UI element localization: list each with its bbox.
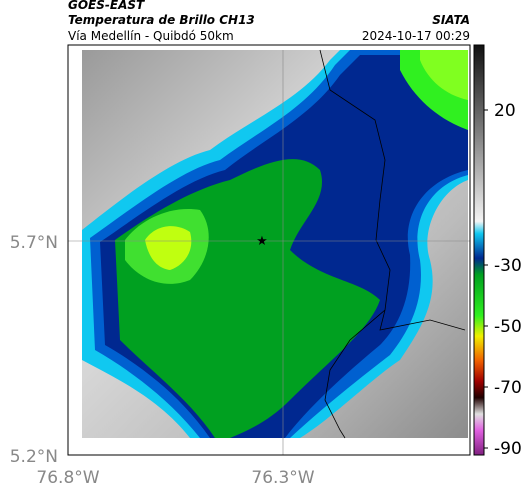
location-star: ★ [256,234,268,249]
lon-label: 76.3°W [251,468,314,488]
colorbar-tick-label: -50 [494,317,522,337]
colorbar [473,44,485,456]
source: GOES-EAST [68,0,145,12]
region: Vía Medellín - Quibdó 50km [68,29,234,43]
lat-label: 5.7°N [10,233,58,253]
colorbar-tick-label: -90 [494,439,522,459]
product: Temperatura de Brillo CH13 [68,13,255,27]
map-frame [67,44,471,456]
lon-label: 76.8°W [36,468,99,488]
timestamp: 2024-10-17 00:29 [362,29,470,43]
colorbar-tick-label: -30 [494,256,522,276]
lat-label: 5.2°N [10,447,58,467]
borders [319,49,466,439]
agency: SIATA [432,13,470,27]
colorbar-tick-label: -70 [494,378,522,398]
colorbar-tick-label: 20 [494,101,516,121]
satellite-image [82,50,468,438]
